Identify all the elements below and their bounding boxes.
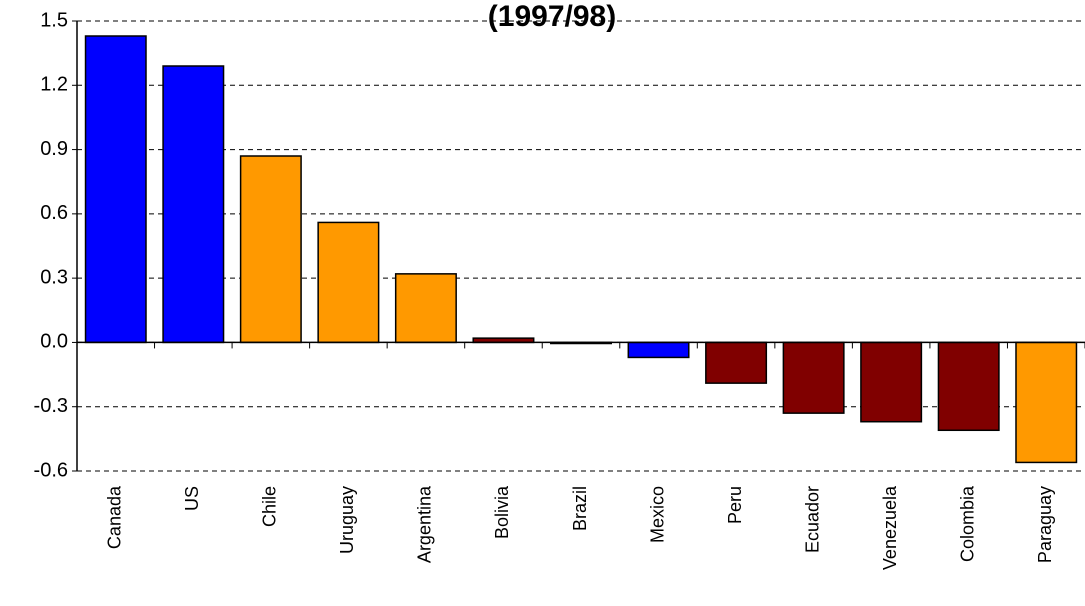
x-tick-label: US — [182, 486, 202, 511]
bar — [84, 35, 147, 344]
y-tick-label: 0.0 — [40, 331, 68, 353]
x-tick-label: Venezuela — [880, 485, 900, 570]
x-tick-label: Canada — [105, 485, 125, 549]
x-tick-label: Brazil — [570, 486, 590, 531]
y-tick-label: -0.6 — [34, 459, 68, 481]
x-tick-label: Mexico — [647, 486, 667, 543]
bar — [394, 273, 457, 344]
y-tick-label: 0.3 — [40, 266, 68, 288]
chart-title: (1997/98) — [488, 0, 616, 33]
y-tick-label: 0.9 — [40, 138, 68, 160]
y-tick-label: 1.2 — [40, 74, 68, 96]
x-tick-label: Chile — [260, 486, 280, 527]
x-tick-label: Uruguay — [337, 486, 357, 554]
bar — [1015, 341, 1078, 464]
bar — [860, 341, 923, 423]
bar — [705, 341, 768, 384]
x-tick-label: Colombia — [957, 485, 977, 562]
x-tick-label: Ecuador — [802, 486, 822, 553]
y-tick-label: -0.3 — [34, 395, 68, 417]
x-tick-label: Argentina — [415, 485, 435, 563]
x-tick-label: Bolivia — [492, 485, 512, 539]
bar — [162, 65, 225, 344]
bar — [627, 341, 690, 359]
bar — [239, 155, 302, 344]
bar — [782, 341, 845, 414]
bar — [317, 221, 380, 344]
y-tick-label: 0.6 — [40, 202, 68, 224]
x-tick-label: Peru — [725, 486, 745, 524]
x-tick-label: Paraguay — [1035, 486, 1055, 563]
y-tick-label: 1.5 — [40, 9, 68, 31]
bar — [937, 341, 1000, 432]
